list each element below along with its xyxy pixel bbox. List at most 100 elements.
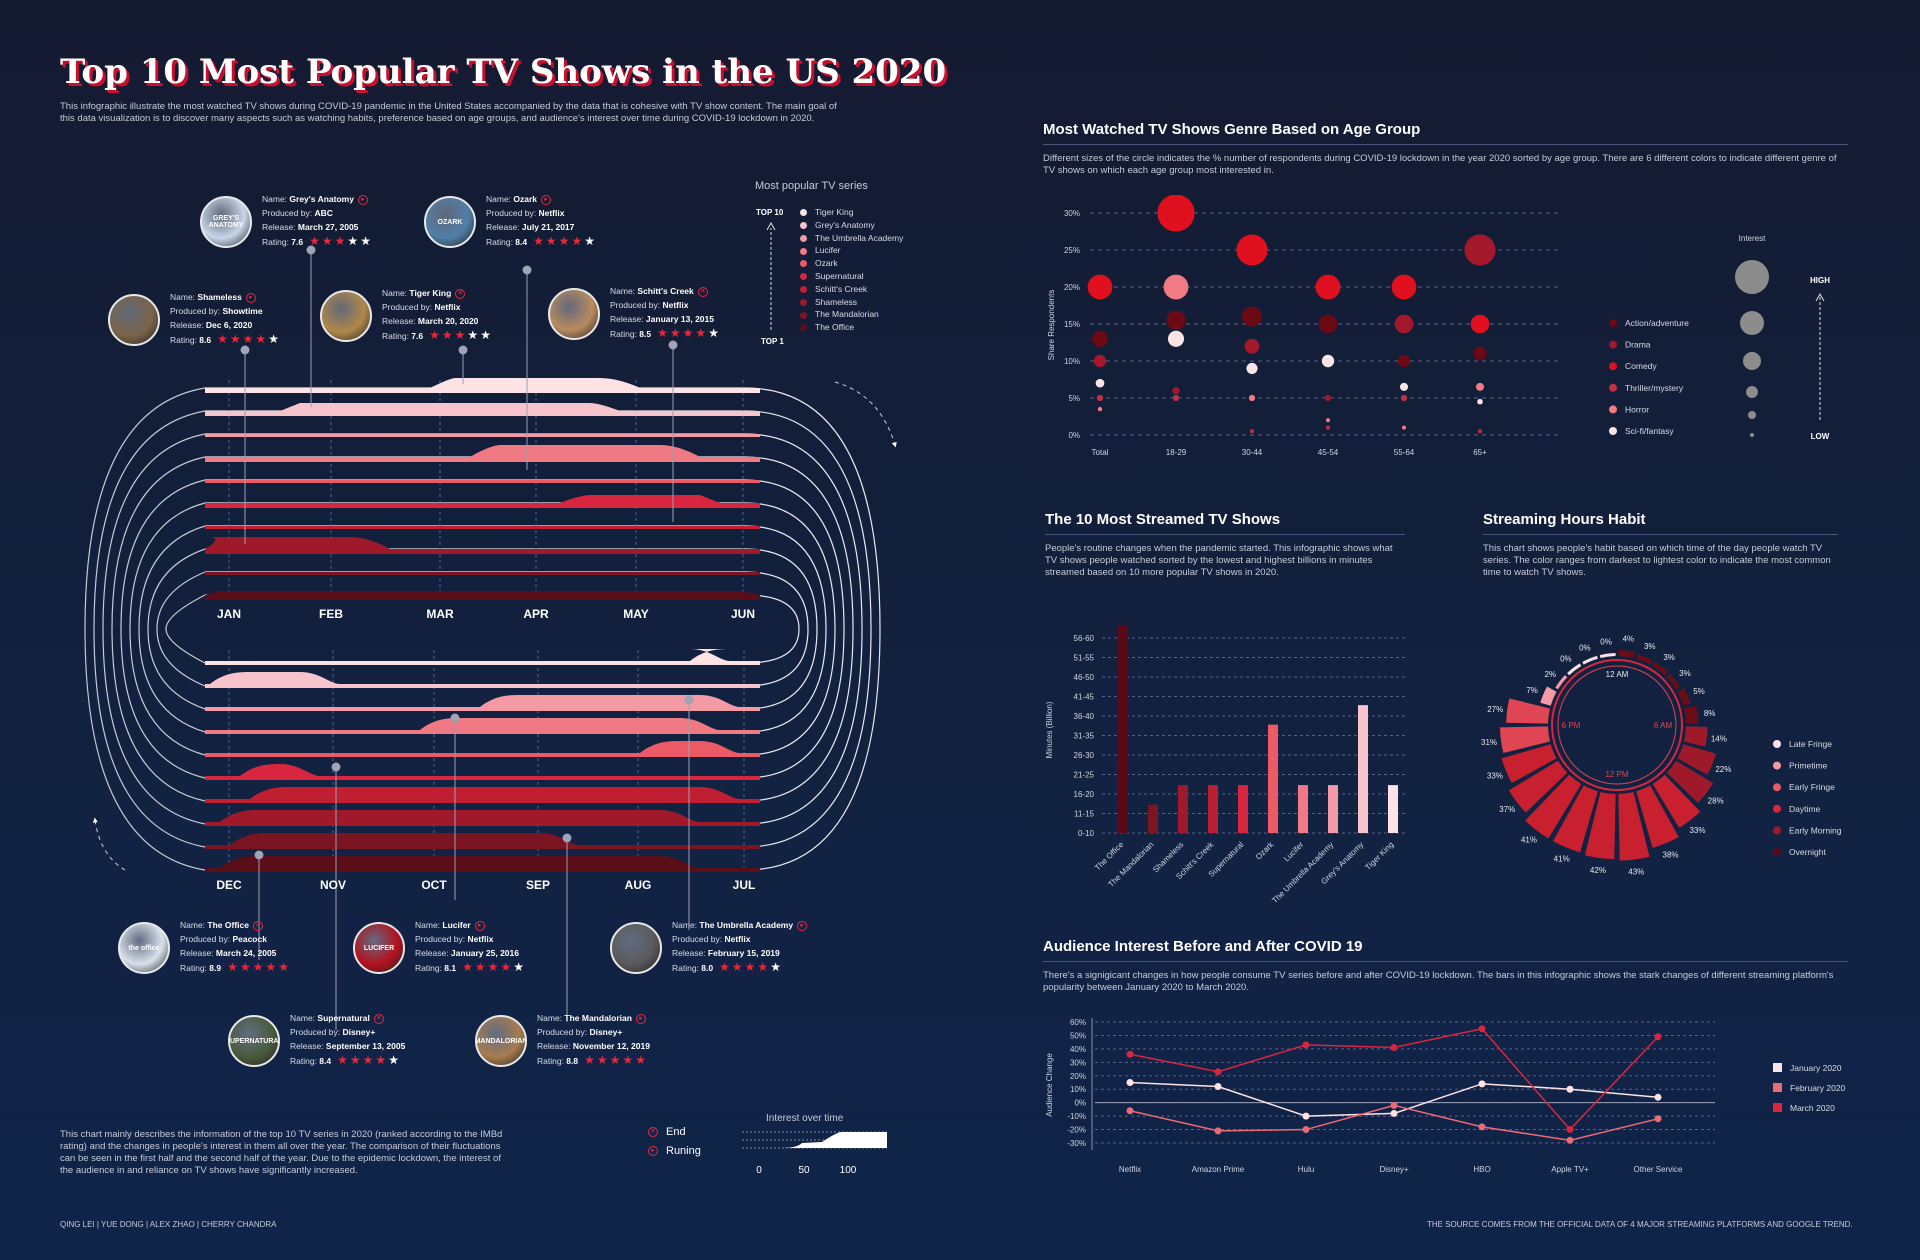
info-label: Name: <box>290 1013 318 1023</box>
info-value: 8.4 <box>319 1056 332 1066</box>
divider <box>1043 961 1848 962</box>
info-row: Release: February 15, 2019 <box>672 946 872 960</box>
x-tick-label: Apple TV+ <box>1551 1165 1589 1174</box>
data-point <box>1654 1033 1662 1041</box>
star-icon: ★ <box>265 960 279 974</box>
bubble-point <box>1478 429 1482 434</box>
hour-bar <box>1525 774 1582 839</box>
source-note: THE SOURCE COMES FROM THE OFFICIAL DATA … <box>1427 1220 1853 1229</box>
bar <box>1358 705 1368 833</box>
info-value: Showtime <box>222 306 263 316</box>
audience-interest-line-chart: Audience Change -30% -20% -10% 0% 10% 20% 30% 40… <box>1045 1018 1846 1174</box>
info-value: March 20, 2020 <box>417 316 479 326</box>
hour-value-label: 8% <box>1704 709 1716 718</box>
info-row: Produced by: Showtime <box>170 304 370 318</box>
loop-line <box>147 548 206 710</box>
end-icon: ✕ <box>648 1127 658 1138</box>
legend-dot <box>1609 319 1617 327</box>
legend-label: Grey's Anatomy <box>815 219 875 230</box>
legend-dot <box>1609 427 1617 435</box>
x-tick-label: Tiger King <box>1363 840 1395 872</box>
hour-value-label: 3% <box>1679 669 1691 678</box>
interest-area <box>742 1132 887 1148</box>
bar <box>1298 785 1308 833</box>
loop-line <box>205 548 818 710</box>
pointer-dot <box>458 345 468 355</box>
show-info-card: Name: Schitt's Creek ✕ Produced by: Netfli… <box>610 284 810 341</box>
info-value: Shameless <box>197 292 242 302</box>
hour-bar <box>1508 760 1568 813</box>
size-legend-circle <box>1750 433 1754 437</box>
legend-label: The Office <box>815 322 855 333</box>
show-info-card: Name: Tiger King ✕ Produced by: Netflix Rel… <box>382 286 582 343</box>
x-tick-label: 30-44 <box>1242 448 1263 457</box>
star-icon: ★ <box>609 1053 623 1067</box>
rank-arrow <box>766 222 776 330</box>
legend-dot <box>800 311 807 319</box>
info-label: Release: <box>486 222 522 232</box>
legend-label: Early Morning <box>1789 825 1842 835</box>
info-value: 8.8 <box>566 1056 579 1066</box>
loop-line <box>120 479 206 779</box>
info-label: Produced by: <box>382 302 435 312</box>
star-icon: ★ <box>571 234 585 248</box>
series-legend-item: Lucifer <box>800 245 903 255</box>
info-value: The Mandalorian <box>564 1013 632 1023</box>
x-tick-label: HBO <box>1473 1165 1490 1174</box>
rating-stars: ★★★★★ <box>337 1053 401 1067</box>
star-icon: ★ <box>309 234 322 248</box>
x-tick-label: Hulu <box>1298 1165 1314 1174</box>
legend-label: The Umbrella Academy <box>815 232 904 243</box>
legend-label: Supernatural <box>815 270 864 281</box>
info-label: Rating: <box>170 335 200 345</box>
legend-label: Comedy <box>1625 361 1657 371</box>
y-tick-label: 10% <box>1070 1085 1086 1094</box>
data-point <box>1126 1050 1134 1058</box>
hour-value-label: 3% <box>1644 642 1656 651</box>
pointer-dot <box>331 762 341 772</box>
hour-bar <box>1618 791 1650 861</box>
info-label: Rating: <box>180 963 210 973</box>
hour-value-label: 31% <box>1481 738 1497 747</box>
star-icon: ★ <box>635 1053 648 1067</box>
rating-stars: ★★★★★ <box>719 960 783 974</box>
legend-label: The Mandalorian <box>815 309 879 320</box>
y-axis-label: Audience Change <box>1045 1053 1054 1117</box>
data-point <box>1566 1126 1574 1134</box>
legend-swatch <box>1773 1103 1782 1112</box>
info-value: Netflix <box>467 934 494 944</box>
data-point <box>1478 1080 1486 1088</box>
star-icon: ★ <box>657 326 670 340</box>
info-label: Produced by: <box>610 300 663 310</box>
star-icon: ★ <box>321 234 335 248</box>
info-row: Release: September 13, 2005 <box>290 1039 490 1053</box>
y-tick-label: 5% <box>1068 394 1080 403</box>
info-value: Schitt's Creek <box>637 286 694 296</box>
y-tick-label: 30% <box>1070 1058 1086 1067</box>
data-point <box>1566 1085 1574 1093</box>
info-label: Produced by: <box>170 306 223 316</box>
legend-dot <box>800 247 807 255</box>
legend-label: Shameless <box>815 296 858 307</box>
info-label: Produced by: <box>672 934 725 944</box>
series-legend-item: The Mandalorian <box>800 309 903 319</box>
genre-panel-title: Most Watched TV Shows Genre Based on Age… <box>1043 121 1421 138</box>
bubble-point <box>1093 354 1107 368</box>
high-label: HIGH <box>1810 276 1830 285</box>
info-row: Release: March 24, 2005 <box>180 946 380 960</box>
info-label: Release: <box>610 314 646 324</box>
bubble-point <box>1394 314 1414 334</box>
y-tick-label: 25% <box>1064 246 1080 255</box>
show-info-card: Name: The Office ✕ Produced by: Peacock Rel… <box>180 918 380 975</box>
end-icon: ✕ <box>455 288 466 299</box>
hour-value-label: 4% <box>1623 635 1635 644</box>
clock-inner-ring <box>1557 665 1677 785</box>
y-tick-label: -20% <box>1067 1126 1086 1135</box>
info-row: Rating: 7.6 ★★★★★ <box>262 234 462 249</box>
hour-value-label: 33% <box>1487 772 1503 781</box>
star-icon: ★ <box>708 326 721 340</box>
hour-value-label: 7% <box>1526 686 1538 695</box>
info-label: Produced by: <box>290 1027 343 1037</box>
ridge-area <box>205 833 760 849</box>
bar <box>1238 785 1248 833</box>
